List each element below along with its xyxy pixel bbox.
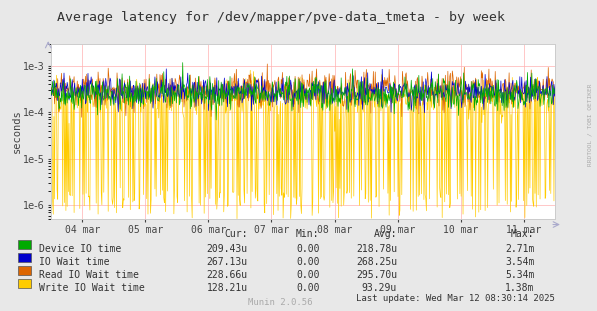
Text: IO Wait time: IO Wait time (39, 257, 109, 267)
Text: 128.21u: 128.21u (207, 283, 248, 293)
Text: 5.34m: 5.34m (505, 270, 534, 280)
Text: RRDTOOL / TOBI OETIKER: RRDTOOL / TOBI OETIKER (587, 83, 592, 166)
Text: Avg:: Avg: (374, 229, 397, 239)
Text: 295.70u: 295.70u (356, 270, 397, 280)
Text: Max:: Max: (511, 229, 534, 239)
Text: 228.66u: 228.66u (207, 270, 248, 280)
Text: 0.00: 0.00 (296, 270, 319, 280)
Text: 2.71m: 2.71m (505, 244, 534, 254)
Text: Average latency for /dev/mapper/pve-data_tmeta - by week: Average latency for /dev/mapper/pve-data… (57, 11, 504, 24)
Text: 218.78u: 218.78u (356, 244, 397, 254)
Text: Device IO time: Device IO time (39, 244, 121, 254)
Text: Write IO Wait time: Write IO Wait time (39, 283, 144, 293)
Text: 93.29u: 93.29u (362, 283, 397, 293)
Text: 1.38m: 1.38m (505, 283, 534, 293)
Text: Munin 2.0.56: Munin 2.0.56 (248, 298, 313, 307)
Text: 3.54m: 3.54m (505, 257, 534, 267)
Text: 268.25u: 268.25u (356, 257, 397, 267)
Text: 209.43u: 209.43u (207, 244, 248, 254)
Text: Min:: Min: (296, 229, 319, 239)
Text: Last update: Wed Mar 12 08:30:14 2025: Last update: Wed Mar 12 08:30:14 2025 (356, 294, 555, 303)
Y-axis label: seconds: seconds (12, 109, 22, 153)
Text: 267.13u: 267.13u (207, 257, 248, 267)
Text: 0.00: 0.00 (296, 244, 319, 254)
Text: Read IO Wait time: Read IO Wait time (39, 270, 139, 280)
Text: 0.00: 0.00 (296, 283, 319, 293)
Text: Cur:: Cur: (224, 229, 248, 239)
Text: 0.00: 0.00 (296, 257, 319, 267)
